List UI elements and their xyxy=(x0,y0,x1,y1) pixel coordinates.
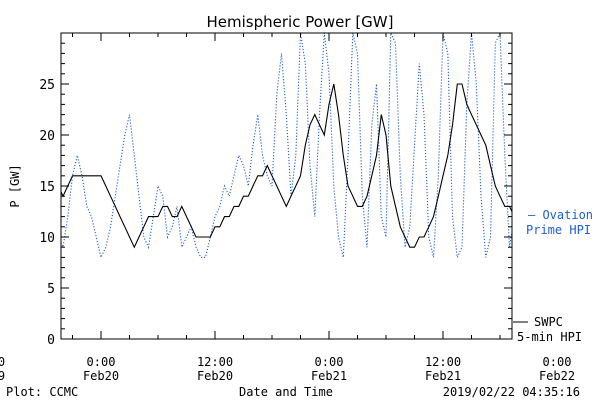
series-swpc-line xyxy=(61,83,512,249)
x-axis: 12:00Feb190:00Feb2012:00Feb200:00Feb2112… xyxy=(0,33,575,383)
legend-swpc-line1: SWPC xyxy=(534,315,563,329)
legend-swpc-line2: 5-min HPI xyxy=(517,330,582,344)
plot-credit: Plot: CCMC xyxy=(6,385,78,399)
legend-ovation-line1: — Ovation xyxy=(528,208,593,222)
x-tick-time: 12:00 xyxy=(197,355,233,369)
y-tick-label: 0 xyxy=(47,333,55,348)
y-axis-label: P [GW] xyxy=(8,164,22,207)
x-tick-time: 0:00 xyxy=(87,355,116,369)
x-tick-time: 0:00 xyxy=(543,355,572,369)
legend-ovation-line2: Prime HPI xyxy=(526,223,591,237)
legend: — Ovation Prime HPI SWPC 5-min HPI xyxy=(513,208,593,344)
plot-frame xyxy=(60,32,513,340)
y-tick-label: 15 xyxy=(39,180,55,195)
x-tick-time: 12:00 xyxy=(425,355,461,369)
x-tick-time: 12:00 xyxy=(0,355,5,369)
y-tick-label: 20 xyxy=(39,129,55,144)
x-tick-date: Feb21 xyxy=(311,369,347,383)
y-tick-label: 5 xyxy=(47,282,55,297)
y-tick-label: 10 xyxy=(39,231,55,246)
x-tick-date: Feb19 xyxy=(0,369,5,383)
chart-title: Hemispheric Power [GW] xyxy=(207,13,394,31)
x-tick-date: Feb22 xyxy=(539,369,575,383)
y-tick-label: 25 xyxy=(39,78,55,93)
x-tick-date: Feb20 xyxy=(83,369,119,383)
x-axis-label: Date and Time xyxy=(239,385,333,399)
x-tick-date: Feb21 xyxy=(425,369,461,383)
y-axis: 0 5 10 15 20 25 xyxy=(39,42,512,348)
x-tick-time: 0:00 xyxy=(315,355,344,369)
x-tick-date: Feb20 xyxy=(197,369,233,383)
timestamp: 2019/02/22 04:35:16 xyxy=(443,385,580,399)
